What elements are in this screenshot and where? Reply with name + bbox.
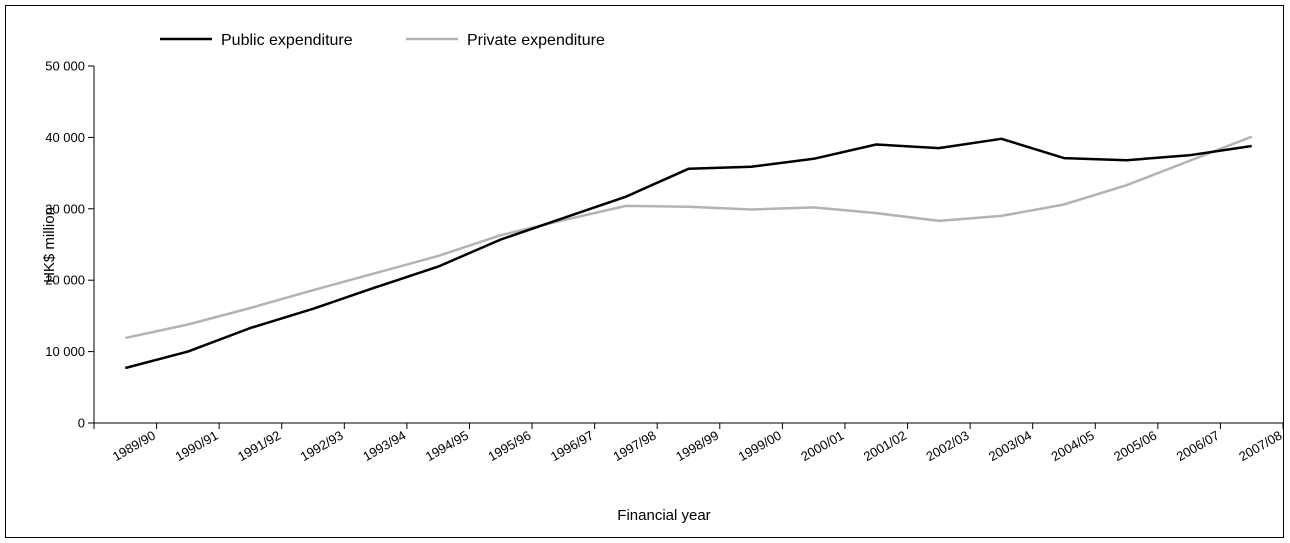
x-tick-label: 2004/05 [1049,428,1097,464]
x-tick-label: 2007/08 [1236,428,1284,464]
x-tick-label: 1995/96 [485,428,533,464]
legend-label-public: Public expenditure [221,32,353,49]
legend: Public expenditure Private expenditure [160,32,605,49]
legend-label-private: Private expenditure [467,32,605,49]
x-tick-label: 2001/02 [861,428,909,464]
x-tick-label: 1993/94 [360,428,408,464]
x-tick-label: 2000/01 [798,428,846,464]
y-tick-label: 40 000 [45,130,85,145]
y-tick-label: 0 [78,416,85,431]
x-tick-label: 2006/07 [1174,428,1222,464]
series-layer [124,135,1253,370]
x-tick-label: 1999/00 [736,428,784,464]
y-tick-label: 10 000 [45,344,85,359]
series-line-private [125,135,1253,340]
x-tick-label: 1998/99 [673,428,721,464]
chart-frame [5,5,1284,538]
x-tick-label: 1991/92 [235,428,283,464]
x-tick-label: 1994/95 [423,428,471,464]
x-tick-label: 1992/93 [298,428,346,464]
x-tick-label: 2005/06 [1111,428,1159,464]
x-tick-label: 2002/03 [923,428,971,464]
x-tick-label: 1989/90 [110,428,158,464]
y-axis-ticks: 0 10 000 20 000 30 000 40 000 50 000 [45,59,94,431]
x-tick-label: 1997/98 [611,428,659,464]
series-line-public [124,137,1252,370]
x-tick-label: 2003/04 [986,428,1034,464]
y-tick-label: 30 000 [45,201,85,216]
y-tick-label: 50 000 [45,59,85,74]
x-axis-ticks: 1989/90 1990/91 1991/92 1992/93 1993/94 1994/… [93,423,1285,464]
x-axis-title: Financial year [617,507,710,524]
y-tick-label: 20 000 [45,273,85,288]
x-tick-label: 1990/91 [172,428,220,464]
x-tick-label: 1996/97 [548,428,596,464]
y-axis-title: HK$ million [41,207,58,283]
